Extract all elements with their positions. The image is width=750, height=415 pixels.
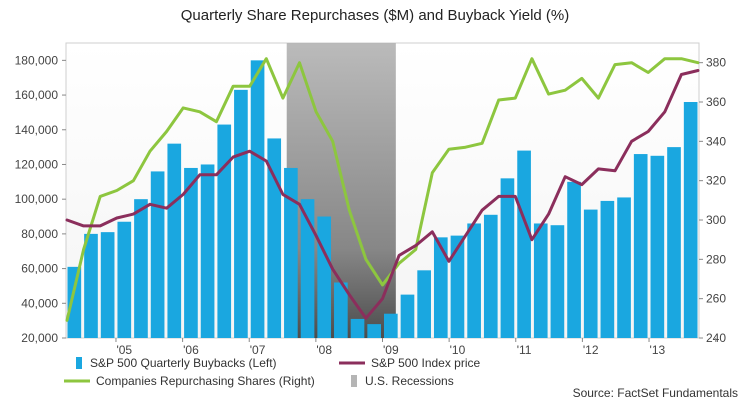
x-tick-label: '07 <box>250 343 266 357</box>
legend-label: S&P 500 Index price <box>371 356 481 370</box>
bar-buyback-q35 <box>633 154 648 338</box>
y-left-tick-label: 140,000 <box>15 123 59 137</box>
bar-buyback-q33 <box>600 200 615 338</box>
bar-buyback-q20 <box>383 313 398 338</box>
bar-buyback-q24 <box>450 235 465 338</box>
bar-buyback-q28 <box>517 150 531 338</box>
bar-buyback-q2 <box>84 233 98 338</box>
legend-swatch-bar <box>351 375 357 387</box>
bar-buyback-q16 <box>317 216 332 338</box>
x-tick-label: '08 <box>316 343 332 357</box>
bar-buyback-q12 <box>250 60 265 339</box>
y-right-tick-label: 240 <box>706 331 726 345</box>
legend-label: S&P 500 Quarterly Buybacks (Left) <box>90 356 277 370</box>
y-right-tick-label: 260 <box>706 292 726 306</box>
line-s-p-500-index-price <box>65 69 700 320</box>
x-tick-label: '10 <box>450 343 466 357</box>
bar-buyback-q9 <box>200 164 215 338</box>
y-right-tick-label: 360 <box>706 95 726 109</box>
bar-buyback-q22 <box>417 270 431 338</box>
bar-buyback-q36 <box>650 155 665 338</box>
y-left-tick-label: 80,000 <box>21 227 58 241</box>
bar-buyback-q14 <box>284 167 298 338</box>
bar-buyback-q6 <box>150 171 165 338</box>
bar-buyback-q29 <box>533 223 548 338</box>
chart-title: Quarterly Share Repurchases ($M) and Buy… <box>181 7 570 24</box>
x-tick-label: '06 <box>183 343 199 357</box>
y-right-tick-label: 320 <box>706 174 726 188</box>
bar-buyback-q18 <box>350 318 365 338</box>
legend-label: U.S. Recessions <box>365 374 454 388</box>
legend-label: Companies Repurchasing Shares (Right) <box>96 374 315 388</box>
bar-buyback-q19 <box>367 324 382 338</box>
line-companies-repurchasing-shares-right <box>65 57 700 322</box>
y-left-tick-label: 160,000 <box>15 88 59 102</box>
legend-swatch-bar <box>76 357 82 369</box>
bar-buyback-q34 <box>617 197 631 338</box>
source-note: Source: FactSet Fundamentals <box>573 386 738 400</box>
y-left-tick-label: 180,000 <box>15 53 59 67</box>
x-tick-label: '05 <box>116 343 132 357</box>
bar-buyback-q15 <box>300 199 315 338</box>
bar-buyback-q3 <box>100 232 115 338</box>
bar-buyback-q30 <box>550 225 565 338</box>
bar-buyback-q10 <box>217 124 232 338</box>
bar-buyback-q13 <box>267 138 282 338</box>
bar-buyback-q23 <box>433 237 448 338</box>
bar-buyback-q31 <box>567 181 581 338</box>
y-right-tick-label: 300 <box>706 213 726 227</box>
x-tick-label: '13 <box>650 343 666 357</box>
bar-buyback-q4 <box>117 221 132 338</box>
bar-buyback-q5 <box>134 199 148 338</box>
y-left-tick-label: 120,000 <box>15 157 59 171</box>
x-tick-label: '11 <box>517 343 532 357</box>
y-left-tick-label: 20,000 <box>21 331 58 345</box>
x-tick-label: '09 <box>383 343 399 357</box>
bar-buyback-q37 <box>667 147 681 338</box>
bar-buyback-q26 <box>483 214 498 338</box>
bar-buyback-q27 <box>500 178 515 338</box>
bar-buyback-q11 <box>234 89 248 339</box>
y-right-tick-label: 340 <box>706 134 726 148</box>
bar-buyback-q32 <box>583 209 598 338</box>
bar-buyback-q38 <box>683 102 698 338</box>
bar-buyback-q25 <box>467 223 481 338</box>
x-tick-label: '12 <box>583 343 599 357</box>
bar-buyback-q8 <box>184 167 198 338</box>
bar-buyback-q7 <box>167 143 182 338</box>
y-left-tick-label: 60,000 <box>21 262 58 276</box>
bar-buyback-q1 <box>67 266 82 338</box>
y-right-tick-label: 280 <box>706 252 726 266</box>
y-left-tick-label: 100,000 <box>15 192 59 206</box>
bar-buyback-q21 <box>400 294 415 338</box>
y-left-tick-label: 40,000 <box>21 296 58 310</box>
bar-buyback-q17 <box>334 282 348 338</box>
y-right-tick-label: 380 <box>706 56 726 70</box>
